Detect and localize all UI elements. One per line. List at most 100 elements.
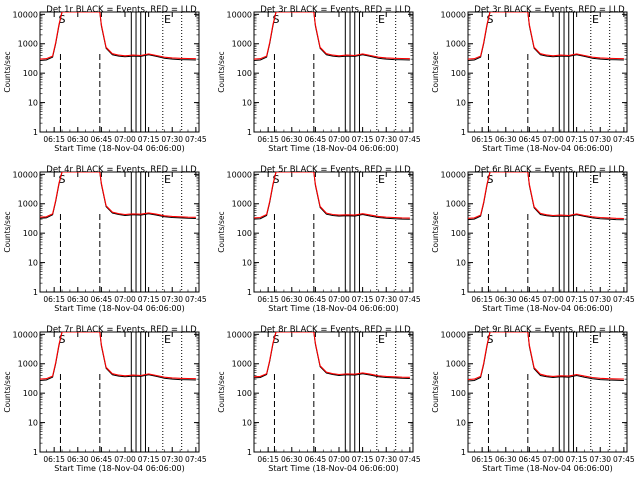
- plot-frame: [39, 171, 200, 293]
- y-tick-label: 1000: [232, 360, 252, 369]
- x-tick-label: 07:15: [352, 135, 374, 144]
- y-tick-label: 10: [28, 99, 38, 108]
- y-tick-label: 10: [242, 259, 252, 268]
- x-tick-label: 06:15: [257, 135, 279, 144]
- panel-title: Det 3r BLACK = Events, RED = LLD: [260, 5, 411, 15]
- x-axis-label: Start Time (18-Nov-04 06:06:00): [54, 464, 184, 473]
- x-tick-label: 07:45: [185, 455, 207, 464]
- x-tick-label: 06:45: [91, 135, 113, 144]
- detector-panel-5: 1 10 100 1000 10000 06:15 06:30 06:45 07:00 07:15…: [217, 165, 421, 313]
- x-tick-label: 07:30: [589, 295, 611, 304]
- flag-s: S: [487, 333, 494, 346]
- x-tick-label: 07:15: [138, 295, 160, 304]
- series-line-lld: [468, 332, 624, 381]
- x-tick-label: 07:45: [399, 455, 421, 464]
- y-tick-label: 10000: [441, 170, 466, 179]
- x-tick-label: 06:30: [281, 135, 303, 144]
- flag-s: S: [59, 333, 66, 346]
- y-tick-label: 1: [247, 288, 252, 297]
- flag-s: S: [487, 173, 494, 186]
- x-tick-label: 06:30: [495, 135, 517, 144]
- flag-e: E: [378, 333, 385, 346]
- y-tick-label: 1000: [446, 40, 466, 49]
- x-tick-label: 07:30: [375, 295, 397, 304]
- x-tick-label: 07:15: [566, 455, 588, 464]
- x-tick-label: 07:30: [375, 455, 397, 464]
- y-tick-label: 100: [237, 229, 252, 238]
- y-tick-label: 10000: [227, 330, 252, 339]
- flag-s: S: [59, 173, 66, 186]
- series-line-lld: [40, 12, 196, 60]
- series-line-lld: [254, 172, 410, 219]
- x-tick-label: 07:00: [542, 135, 564, 144]
- y-tick-label: 10000: [441, 330, 466, 339]
- series-group: [40, 172, 196, 219]
- plot-frame: [39, 331, 200, 453]
- x-tick-label: 07:15: [138, 455, 160, 464]
- x-tick-label: 06:30: [281, 455, 303, 464]
- series-group: [40, 12, 196, 61]
- panel-title: Det 9r BLACK = Events, RED = LLD: [474, 325, 625, 335]
- panel-title: Det 8r BLACK = Events, RED = LLD: [260, 325, 411, 335]
- y-tick-label: 100: [237, 389, 252, 398]
- x-axis-label: Start Time (18-Nov-04 06:06:00): [268, 464, 398, 473]
- y-axis-label: Counts/sec: [431, 51, 440, 92]
- y-axis-label: Counts/sec: [217, 211, 226, 252]
- plot-frame: [39, 11, 200, 133]
- y-tick-label: 100: [451, 69, 466, 78]
- x-tick-label: 06:15: [471, 295, 493, 304]
- x-tick-label: 07:45: [185, 295, 207, 304]
- x-tick-label: 07:30: [589, 135, 611, 144]
- series-line-lld: [40, 332, 196, 380]
- y-tick-label: 10000: [13, 10, 38, 19]
- x-tick-label: 07:45: [185, 135, 207, 144]
- x-tick-label: 06:15: [471, 455, 493, 464]
- x-tick-label: 07:00: [114, 135, 136, 144]
- panel-title: Det 3r BLACK = Events, RED = LLD: [474, 5, 625, 15]
- flag-e: E: [592, 333, 599, 346]
- x-axis-label: Start Time (18-Nov-04 06:06:00): [54, 144, 184, 153]
- x-axis-label: Start Time (18-Nov-04 06:06:00): [482, 464, 612, 473]
- x-tick-label: 07:30: [589, 455, 611, 464]
- x-tick-label: 07:45: [399, 135, 421, 144]
- y-tick-label: 100: [451, 229, 466, 238]
- y-tick-label: 10: [456, 419, 466, 428]
- series-line-lld: [468, 172, 624, 220]
- y-tick-label: 1000: [18, 360, 38, 369]
- y-axis-label: Counts/sec: [3, 51, 12, 92]
- series-group: [468, 172, 624, 221]
- x-tick-label: 06:45: [305, 455, 327, 464]
- x-tick-label: 06:45: [519, 455, 541, 464]
- flag-e: E: [164, 333, 171, 346]
- x-axis-label: Start Time (18-Nov-04 06:06:00): [268, 304, 398, 313]
- y-tick-label: 1000: [232, 200, 252, 209]
- panel-title: Det 7r BLACK = Events, RED = LLD: [46, 325, 197, 335]
- x-tick-label: 07:45: [613, 135, 635, 144]
- x-axis-label: Start Time (18-Nov-04 06:06:00): [482, 144, 612, 153]
- x-tick-label: 06:45: [519, 135, 541, 144]
- x-tick-label: 06:45: [91, 455, 113, 464]
- detector-panel-3: 1 10 100 1000 10000 06:15 06:30 06:45 07:00 07:15…: [431, 5, 635, 153]
- flag-e: E: [592, 173, 599, 186]
- y-tick-label: 1: [461, 448, 466, 457]
- x-tick-label: 07:00: [542, 455, 564, 464]
- y-tick-label: 100: [23, 389, 38, 398]
- x-tick-label: 06:30: [67, 295, 89, 304]
- plot-frame: [253, 331, 414, 453]
- flag-s: S: [273, 13, 280, 26]
- series-group: [40, 332, 196, 381]
- y-tick-label: 1: [33, 448, 38, 457]
- y-tick-label: 100: [23, 229, 38, 238]
- flag-s: S: [273, 173, 280, 186]
- x-tick-label: 06:30: [281, 295, 303, 304]
- x-tick-label: 07:00: [328, 135, 350, 144]
- y-tick-label: 10: [242, 99, 252, 108]
- series-group: [468, 12, 624, 61]
- series-line-lld: [254, 332, 410, 378]
- x-tick-label: 07:30: [161, 455, 183, 464]
- y-tick-label: 1: [461, 288, 466, 297]
- x-tick-label: 07:00: [542, 295, 564, 304]
- detector-panel-6: 1 10 100 1000 10000 06:15 06:30 06:45 07:00 07:15…: [431, 165, 635, 313]
- flag-e: E: [378, 173, 385, 186]
- flag-s: S: [59, 13, 66, 26]
